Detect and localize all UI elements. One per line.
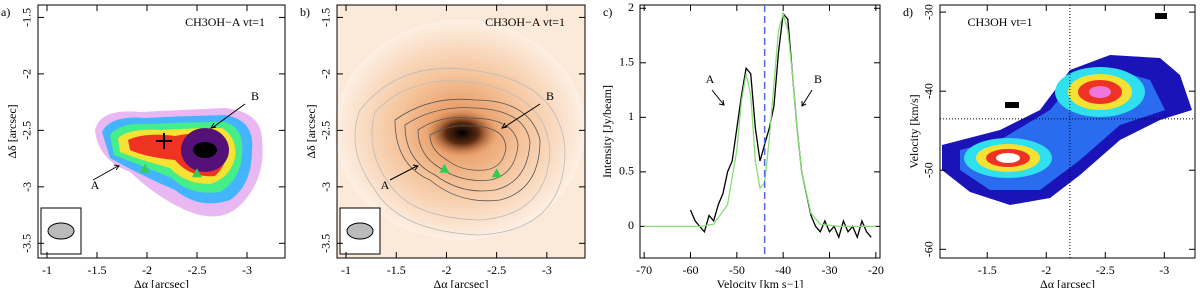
source-marker <box>491 168 502 178</box>
x-tick-label: -1.5 <box>88 263 107 277</box>
y-tick-label: -40 <box>922 83 936 99</box>
y-axis-label: Δδ [arcsec] <box>5 104 19 158</box>
arrow <box>801 89 813 107</box>
y-tick-label: 1.5 <box>619 55 634 69</box>
y-tick-label: 1 <box>628 109 634 123</box>
x-tick-label: -2 <box>142 263 152 277</box>
x-tick-label: -2.5 <box>188 263 207 277</box>
annotation: B <box>814 72 822 86</box>
x-tick-label: -1.5 <box>978 263 997 277</box>
y-tick-label: -2.5 <box>20 121 34 140</box>
y-axis-label: Δδ [arcsec] <box>304 104 318 158</box>
source-marker <box>140 163 150 173</box>
x-tick-label: -1.5 <box>387 263 406 277</box>
annotation: B <box>251 89 259 103</box>
source-marker <box>192 168 202 178</box>
x-tick-label: -30 <box>821 263 837 277</box>
map-a <box>40 103 263 255</box>
annotation: A <box>91 178 100 192</box>
panel-label: d) <box>903 5 913 19</box>
plot-frame <box>37 4 286 259</box>
x-tick-label: -3 <box>1159 263 1169 277</box>
annotation: A <box>706 72 715 86</box>
spectrum-line <box>689 12 872 240</box>
y-tick-label: -2 <box>20 69 34 79</box>
panel-label: c) <box>603 5 612 19</box>
source-marker <box>439 163 450 173</box>
plot-frame <box>336 4 586 259</box>
panel-title: CH3OH vt=1 <box>967 15 1032 29</box>
y-axis-label: Intensity [Jy/beam] <box>600 85 614 178</box>
y-tick-label: -1.5 <box>20 8 34 27</box>
panel-title: CH3OH−A vt=1 <box>485 15 565 29</box>
y-tick-label: 0 <box>628 218 634 232</box>
annotation: A <box>381 178 390 192</box>
y-tick-label: -3.5 <box>20 234 34 253</box>
y-tick-label: -3 <box>20 182 34 192</box>
plot-frame <box>639 4 881 259</box>
panel-label: a) <box>1 5 10 19</box>
y-tick-label: -30 <box>922 4 936 20</box>
x-tick-label: -1 <box>42 263 52 277</box>
x-tick-label: -50 <box>729 263 745 277</box>
x-tick-label: -2 <box>1041 263 1051 277</box>
panel-label: b) <box>300 5 310 19</box>
y-tick-label: -50 <box>922 162 936 178</box>
annotation: B <box>546 89 554 103</box>
x-axis-label: Δα [arcsec] <box>1040 277 1095 288</box>
x-tick-label: -60 <box>683 263 699 277</box>
y-tick-label: -2.5 <box>319 121 333 140</box>
x-tick-label: -2.5 <box>487 263 506 277</box>
spectrum-line <box>644 11 876 228</box>
y-tick-label: 2 <box>628 0 634 14</box>
x-tick-label: -3 <box>242 263 252 277</box>
y-tick-label: -60 <box>922 241 936 257</box>
y-tick-label: -2 <box>319 69 333 79</box>
y-tick-label: -3 <box>319 182 333 192</box>
plot-frame <box>939 4 1196 259</box>
x-axis-label: Δα [arcsec] <box>434 277 489 288</box>
x-tick-label: -2 <box>441 263 451 277</box>
x-tick-label: -70 <box>636 263 652 277</box>
x-axis-label: Δα [arcsec] <box>134 277 189 288</box>
arrow <box>711 89 725 106</box>
x-tick-label: -1 <box>341 263 351 277</box>
x-tick-label: -20 <box>868 263 884 277</box>
map-b <box>335 5 585 258</box>
x-axis-label: Velocity [km s−1] <box>717 277 804 288</box>
x-tick-label: -40 <box>775 263 791 277</box>
y-tick-label: -1.5 <box>319 8 333 27</box>
y-tick-label: 0.5 <box>619 164 634 178</box>
x-tick-label: -2.5 <box>1096 263 1115 277</box>
panel-title: CH3OH−A vt=1 <box>185 15 265 29</box>
y-tick-label: -3.5 <box>319 234 333 253</box>
map-d <box>942 13 1192 205</box>
x-tick-label: -3 <box>542 263 552 277</box>
y-axis-label: Velocity [km/s] <box>907 94 921 168</box>
